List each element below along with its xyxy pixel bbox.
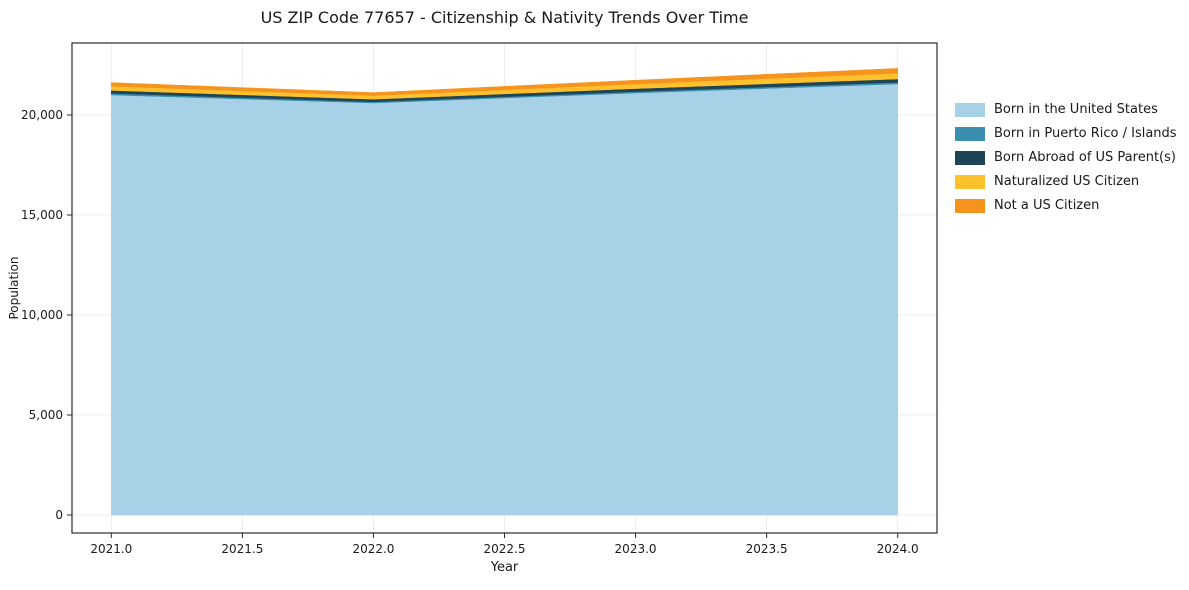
legend-swatch <box>955 198 985 213</box>
legend-item: Born in the United States <box>955 102 1177 117</box>
legend-label: Born in the United States <box>994 102 1158 117</box>
legend-label: Born in Puerto Rico / Islands <box>994 126 1177 141</box>
legend-swatch <box>955 102 985 117</box>
y-tick-label: 0 <box>55 508 63 522</box>
legend-item: Born Abroad of US Parent(s) <box>955 150 1177 165</box>
x-tick-label: 2024.0 <box>877 542 919 556</box>
x-tick-label: 2023.0 <box>615 542 657 556</box>
legend-swatch <box>955 126 985 141</box>
x-tick-label: 2021.0 <box>90 542 132 556</box>
area-series-4 <box>111 68 898 96</box>
x-axis-label: Year <box>490 560 519 575</box>
legend-item: Not a US Citizen <box>955 198 1177 213</box>
legend-label: Born Abroad of US Parent(s) <box>994 150 1176 165</box>
legend: Born in the United States Born in Puerto … <box>955 102 1177 213</box>
legend-swatch <box>955 150 985 165</box>
x-tick-label: 2023.5 <box>746 542 788 556</box>
legend-label: Naturalized US Citizen <box>994 174 1140 189</box>
legend-swatch <box>955 174 985 189</box>
y-tick-label: 20,000 <box>21 108 63 122</box>
chart-title: US ZIP Code 77657 - Citizenship & Nativi… <box>260 8 749 27</box>
legend-item: Born in Puerto Rico / Islands <box>955 126 1177 141</box>
y-tick-label: 15,000 <box>21 208 63 222</box>
legend-item: Naturalized US Citizen <box>955 174 1177 189</box>
legend-label: Not a US Citizen <box>994 198 1100 213</box>
x-tick-label: 2022.0 <box>352 542 394 556</box>
y-tick-label: 5,000 <box>29 408 63 422</box>
x-tick-label: 2021.5 <box>221 542 263 556</box>
y-tick-label: 10,000 <box>21 308 63 322</box>
area-series-0 <box>111 83 898 516</box>
x-tick-label: 2022.5 <box>484 542 526 556</box>
